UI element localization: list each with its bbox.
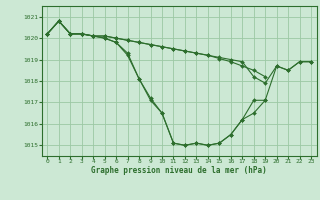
- X-axis label: Graphe pression niveau de la mer (hPa): Graphe pression niveau de la mer (hPa): [91, 166, 267, 175]
